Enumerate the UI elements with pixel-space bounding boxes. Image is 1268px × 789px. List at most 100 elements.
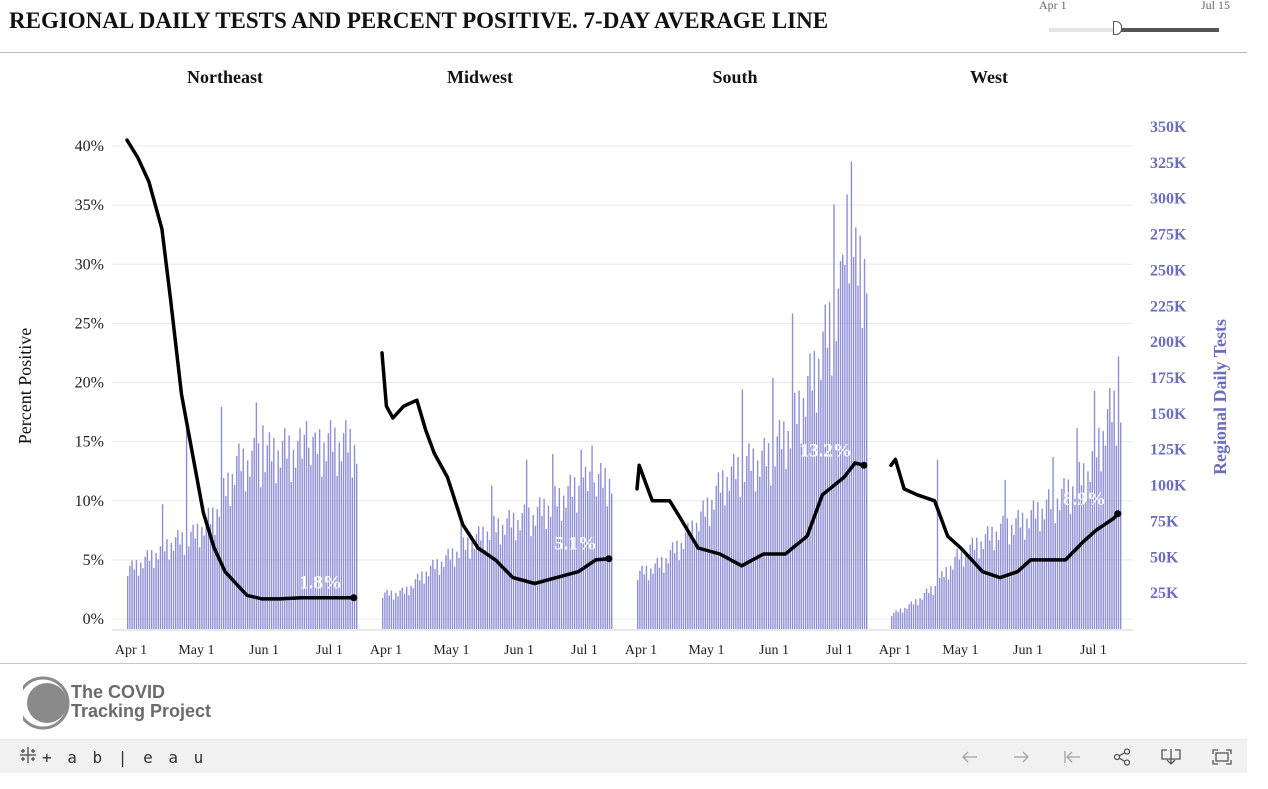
fullscreen-icon [1212, 749, 1232, 765]
test-bar [1087, 471, 1089, 629]
share-button[interactable] [1110, 745, 1134, 769]
test-bar [647, 580, 650, 629]
test-bar [665, 558, 667, 629]
test-bar [597, 473, 600, 629]
test-bar [767, 443, 770, 629]
test-bar [1104, 445, 1107, 629]
tableau-logo[interactable]: + a b | e a u [18, 747, 206, 767]
test-bar [1076, 428, 1078, 629]
test-bar [960, 548, 963, 629]
test-bar [349, 428, 351, 629]
undo-button[interactable] [958, 745, 982, 769]
test-bar [571, 496, 574, 629]
test-bar [846, 194, 848, 629]
test-bar [205, 517, 207, 629]
test-bar [449, 559, 452, 629]
test-bar [1074, 498, 1076, 629]
test-bar [1008, 544, 1011, 629]
test-bar [401, 587, 404, 629]
test-bar [201, 527, 203, 629]
test-bar [818, 358, 820, 629]
slider-handle[interactable] [1113, 21, 1122, 35]
regional-chart[interactable]: 0% 5% 10% 15% 20% 25% 30% 35% 40% 25K 50K 75K 100K 12… [0, 54, 1247, 659]
test-bar [645, 565, 648, 629]
test-bar [460, 519, 462, 629]
fullscreen-button[interactable] [1210, 745, 1234, 769]
test-bar [848, 283, 850, 629]
test-bar [837, 288, 840, 629]
test-bar [273, 437, 275, 629]
test-bar [547, 505, 550, 629]
test-bar [161, 504, 164, 629]
test-bar [281, 440, 284, 629]
revert-button[interactable] [1060, 745, 1084, 769]
test-bar [606, 506, 609, 629]
test-bar [188, 546, 190, 629]
test-bar [318, 429, 321, 629]
covid-tracking-project-logo-icon[interactable] [15, 675, 71, 731]
test-bar [198, 547, 201, 629]
test-bar [967, 558, 969, 629]
test-bar [290, 481, 292, 629]
test-bar [715, 485, 717, 629]
test-bar [682, 548, 685, 629]
test-bar [517, 519, 519, 629]
test-bar [783, 421, 785, 629]
test-bar [732, 453, 735, 629]
download-button[interactable] [1159, 745, 1183, 769]
test-bar [543, 498, 545, 629]
test-bar [131, 560, 133, 629]
share-icon [1113, 748, 1131, 766]
test-bar [565, 507, 567, 629]
right-axis-tick: 250K [1150, 262, 1187, 279]
slider-fill [1117, 28, 1219, 32]
test-bar [743, 481, 746, 629]
test-bar [1102, 431, 1104, 629]
right-axis-tick: 325K [1150, 155, 1187, 172]
test-bar [534, 525, 537, 629]
test-bar [804, 416, 807, 629]
redo-button[interactable] [1009, 745, 1033, 769]
test-bar [495, 532, 497, 629]
covid-tracking-project-logo-text[interactable]: The COVID Tracking Project [71, 683, 211, 721]
test-bar [1013, 534, 1015, 629]
test-bar [203, 535, 205, 629]
test-bar [660, 556, 663, 629]
test-bar [702, 500, 704, 629]
test-bar [499, 544, 502, 629]
test-bar [497, 518, 499, 629]
test-bar [410, 585, 412, 629]
test-bar [1002, 515, 1004, 629]
test-bar [1100, 471, 1102, 629]
test-bar [584, 466, 587, 629]
test-bar [521, 513, 523, 629]
test-bar [671, 542, 674, 629]
right-axis-tick: 50K [1150, 549, 1179, 566]
left-axis-tick: 15% [75, 434, 104, 451]
x-axis-tick: Apr 1 [370, 643, 402, 658]
test-bar [218, 516, 220, 629]
test-bar [1021, 512, 1024, 629]
test-bar [756, 460, 759, 629]
slider-track[interactable] [1049, 21, 1219, 35]
test-bar [1085, 501, 1087, 629]
test-bar [314, 432, 316, 629]
x-axis-tick: May 1 [688, 643, 724, 658]
test-bar [266, 445, 268, 629]
test-bar [144, 556, 146, 629]
test-bar [508, 510, 510, 629]
test-bar [759, 476, 761, 629]
test-bar [1010, 525, 1013, 629]
test-bar [663, 572, 665, 629]
date-range-slider[interactable]: Apr 1 Jul 15 [1030, 0, 1240, 45]
test-bar [980, 541, 982, 629]
positivity-line [380, 351, 611, 586]
panel-title-south: South [712, 67, 757, 87]
test-bar [523, 504, 526, 629]
test-bar [684, 532, 687, 629]
test-bar [973, 549, 976, 629]
x-axis-tick: Jun 1 [504, 643, 534, 658]
test-bar [434, 569, 436, 629]
left-axis-title: Percent Positive [15, 328, 35, 444]
test-bar [893, 612, 895, 629]
